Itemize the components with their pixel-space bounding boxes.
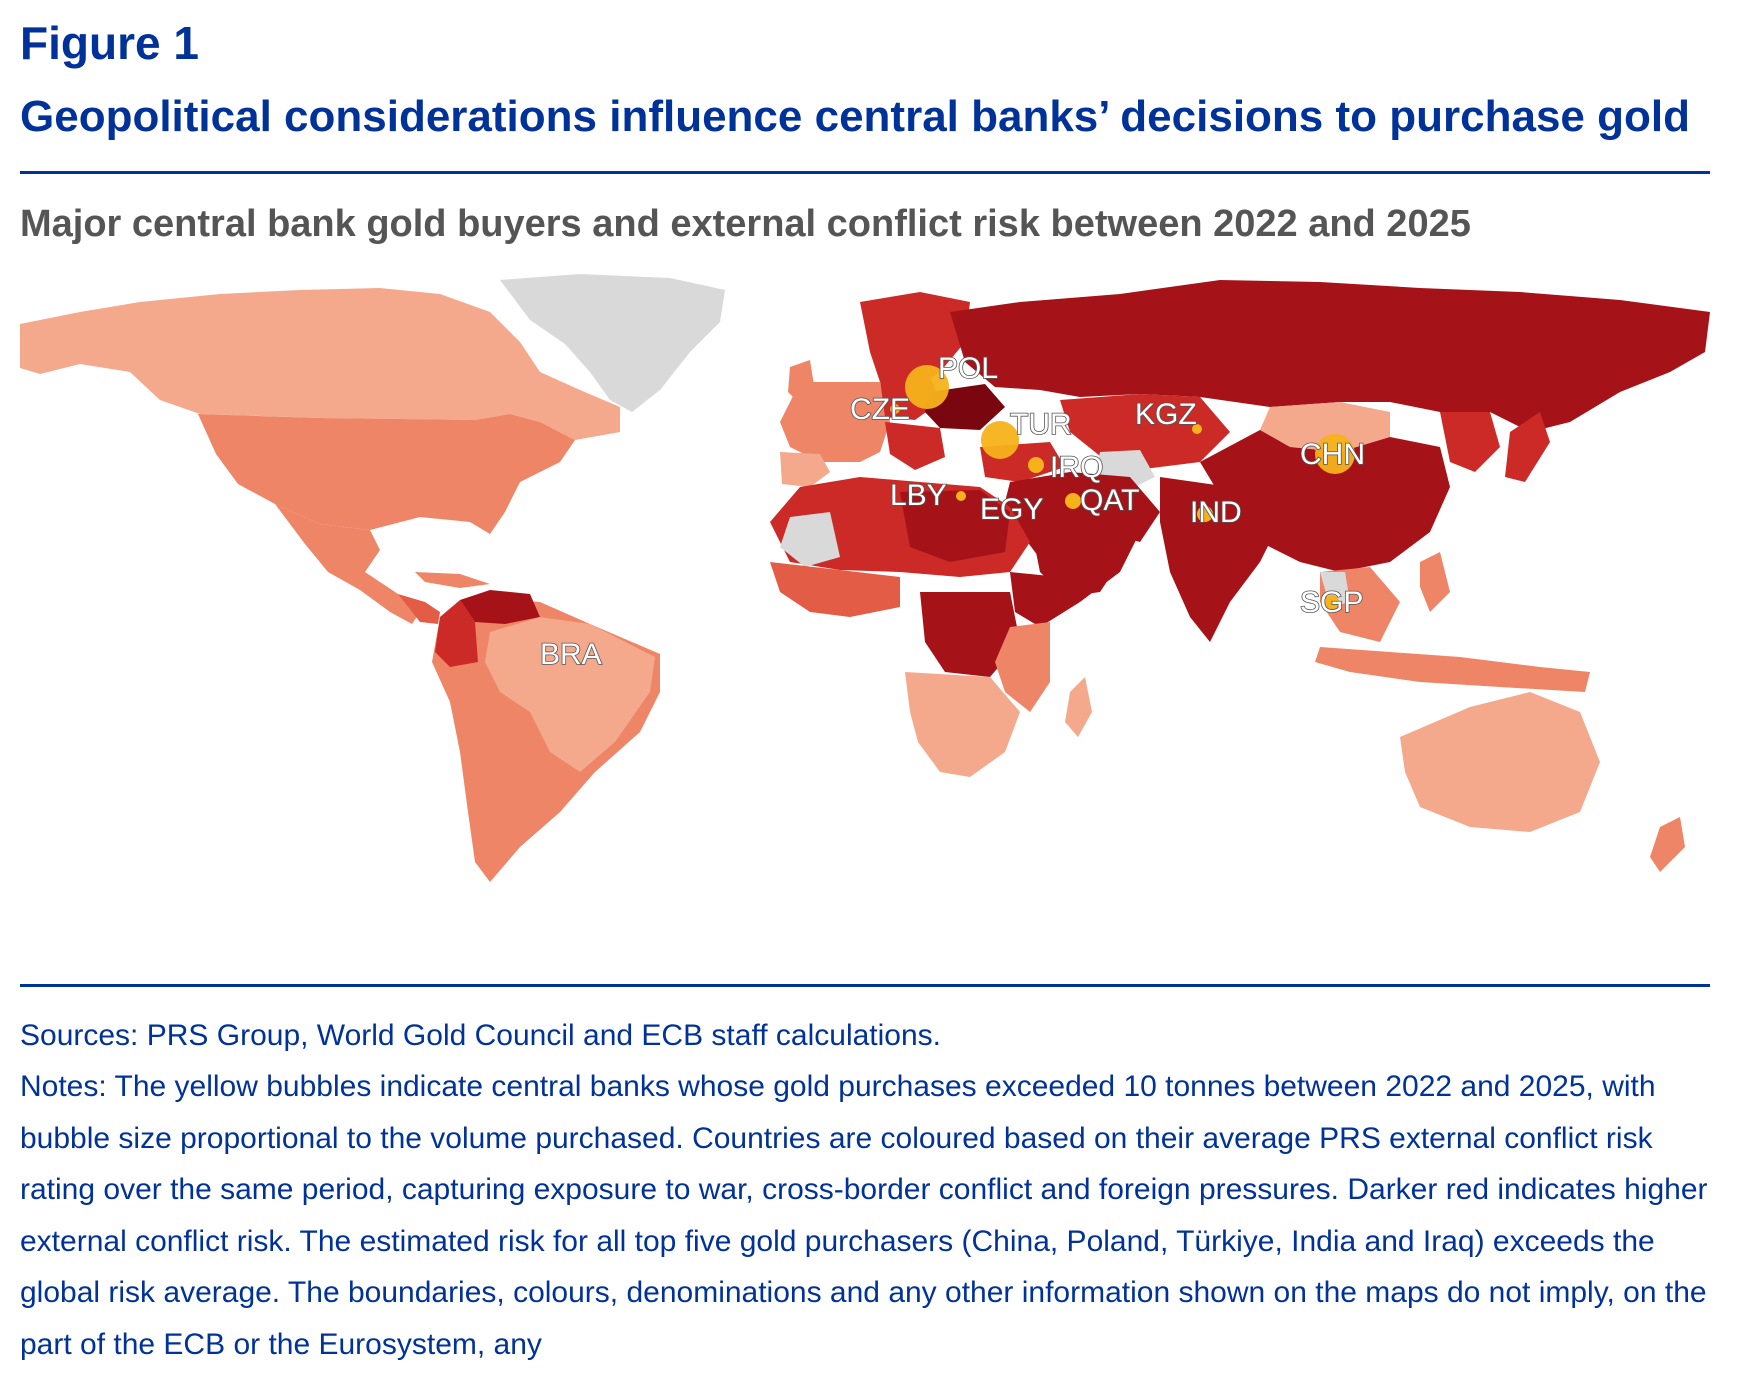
label-lby: LBY bbox=[890, 479, 947, 512]
region-canada bbox=[20, 288, 620, 440]
region-japan bbox=[1505, 412, 1550, 482]
world-map: POL CZE TUR KGZ IRQ LBY EGY QAT IND CHN … bbox=[20, 272, 1710, 972]
region-colombia bbox=[435, 600, 478, 667]
bubble-cze[interactable] bbox=[890, 404, 900, 414]
region-scandinavia bbox=[860, 292, 970, 392]
region-western-europe bbox=[780, 382, 890, 462]
footer-divider bbox=[20, 984, 1710, 987]
label-tur: TUR bbox=[1010, 408, 1072, 441]
region-balkans bbox=[885, 422, 945, 470]
label-kgz: KGZ bbox=[1135, 398, 1197, 431]
region-mexico bbox=[275, 504, 420, 624]
chart-title: Major central bank gold buyers and exter… bbox=[20, 203, 1471, 245]
sources-text: Sources: PRS Group, World Gold Council a… bbox=[20, 1019, 941, 1052]
region-sahel-nodata bbox=[780, 512, 840, 567]
label-chn: CHN bbox=[1300, 438, 1365, 471]
label-ind: IND bbox=[1190, 496, 1242, 529]
region-iberia bbox=[780, 452, 830, 487]
region-uk bbox=[788, 360, 815, 404]
region-caribbean bbox=[415, 572, 490, 588]
notes-text: Notes: The yellow bubbles indicate centr… bbox=[20, 1070, 1708, 1361]
region-australia bbox=[1400, 692, 1600, 832]
bubble-kgz[interactable] bbox=[1192, 424, 1202, 434]
figure-title: Geopolitical considerations influence ce… bbox=[20, 92, 1690, 141]
bubble-pol[interactable] bbox=[905, 365, 949, 409]
label-bra: BRA bbox=[540, 638, 602, 671]
region-east-asia-coast bbox=[1440, 412, 1500, 472]
bubble-sgp[interactable] bbox=[1325, 595, 1339, 609]
region-west-africa bbox=[770, 562, 900, 617]
bubble-ind[interactable] bbox=[1197, 506, 1213, 522]
region-mongolia bbox=[1260, 402, 1390, 452]
region-libya-egypt bbox=[900, 490, 1010, 562]
region-madagascar bbox=[1065, 677, 1092, 737]
region-southern-africa bbox=[905, 672, 1020, 777]
region-horn-africa bbox=[1010, 572, 1080, 627]
region-greenland bbox=[500, 274, 725, 412]
title-divider bbox=[20, 171, 1710, 174]
figure-label: Figure 1 bbox=[20, 17, 199, 69]
label-egy: EGY bbox=[980, 493, 1043, 526]
bubble-tur[interactable] bbox=[981, 421, 1019, 459]
region-east-africa bbox=[995, 622, 1050, 712]
world-map-svg: POL CZE TUR KGZ IRQ LBY EGY QAT IND CHN … bbox=[20, 274, 1710, 882]
region-iran bbox=[1070, 472, 1160, 542]
bubble-qat[interactable] bbox=[1065, 493, 1081, 509]
region-central-america bbox=[398, 594, 440, 624]
region-usa bbox=[198, 414, 575, 534]
region-central-africa bbox=[920, 592, 1020, 677]
region-brazil bbox=[485, 617, 655, 772]
bubble-lby[interactable] bbox=[956, 491, 966, 501]
bubble-irq[interactable] bbox=[1028, 457, 1044, 473]
region-indonesia bbox=[1315, 647, 1590, 692]
region-venezuela bbox=[460, 590, 540, 624]
region-china bbox=[1200, 430, 1450, 572]
label-sgp: SGP bbox=[1300, 586, 1363, 619]
region-philippines bbox=[1420, 552, 1450, 612]
label-pol: POL bbox=[938, 352, 998, 385]
label-cze: CZE bbox=[850, 393, 910, 426]
bubble-chn[interactable] bbox=[1315, 434, 1355, 474]
label-irq: IRQ bbox=[1050, 451, 1103, 484]
label-qat: QAT bbox=[1080, 484, 1139, 517]
region-new-zealand bbox=[1650, 817, 1685, 872]
